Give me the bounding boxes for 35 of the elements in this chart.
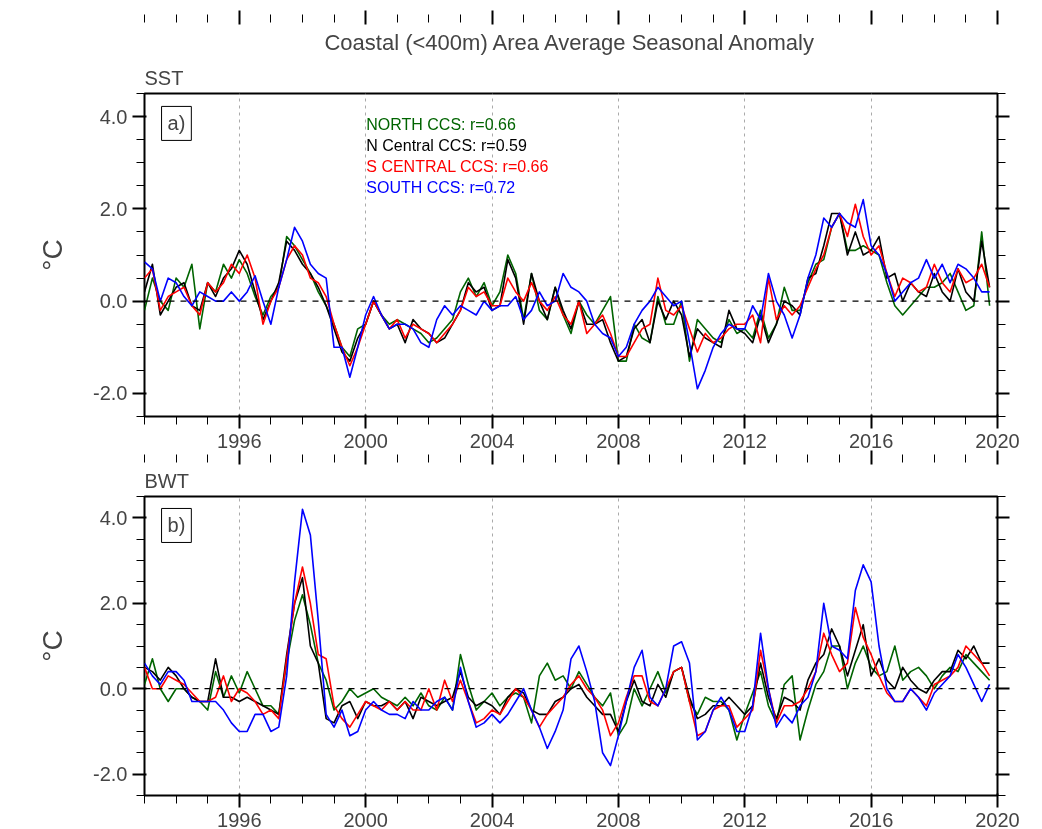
x-tick-label: 2004 bbox=[469, 429, 515, 452]
x-tick-label: 2004 bbox=[469, 808, 515, 829]
x-tick-label: 1996 bbox=[217, 808, 262, 829]
line-series bbox=[144, 508, 991, 767]
x-tick-label: 1996 bbox=[217, 429, 262, 452]
annotation: b) bbox=[167, 514, 186, 537]
y-axis-title: °C bbox=[37, 630, 69, 662]
chart-subtitle: BWT bbox=[144, 469, 189, 492]
y-tick-label: 2.0 bbox=[99, 592, 128, 615]
y-tick-label: 4.0 bbox=[99, 105, 128, 128]
x-tick-label: 2016 bbox=[848, 808, 894, 829]
y-tick-label: -2.0 bbox=[93, 763, 128, 786]
x-tick-label: 2012 bbox=[722, 429, 768, 452]
y-tick-label: 2.0 bbox=[99, 197, 128, 220]
line-series bbox=[144, 593, 991, 741]
x-tick-label: 2020 bbox=[975, 808, 1020, 829]
x-tick-label: 2008 bbox=[596, 429, 641, 452]
text: N Central CCS: r=0.59 bbox=[366, 137, 527, 155]
x-tick-label: 2008 bbox=[596, 808, 641, 829]
chart-subtitle: SST bbox=[144, 66, 184, 89]
x-tick-label: 2016 bbox=[848, 429, 894, 452]
text: SOUTH CCS: r=0.72 bbox=[366, 179, 516, 197]
y-axis-title: °C bbox=[37, 239, 69, 271]
x-tick-label: 2000 bbox=[343, 429, 388, 452]
y-tick-label: 0.0 bbox=[99, 290, 128, 313]
y-tick-label: -2.0 bbox=[93, 382, 128, 405]
text: NORTH CCS: r=0.66 bbox=[366, 116, 516, 134]
x-tick-label: 2020 bbox=[975, 429, 1020, 452]
x-tick-label: 2012 bbox=[722, 808, 768, 829]
annotation: a) bbox=[167, 112, 186, 135]
y-tick-label: 4.0 bbox=[99, 506, 128, 529]
x-tick-label: 2000 bbox=[343, 808, 388, 829]
y-tick-label: 0.0 bbox=[99, 677, 128, 700]
chart-title: Coastal (<400m) Area Average Seasonal Anomaly bbox=[324, 29, 814, 55]
text: S CENTRAL CCS: r=0.66 bbox=[366, 158, 549, 176]
